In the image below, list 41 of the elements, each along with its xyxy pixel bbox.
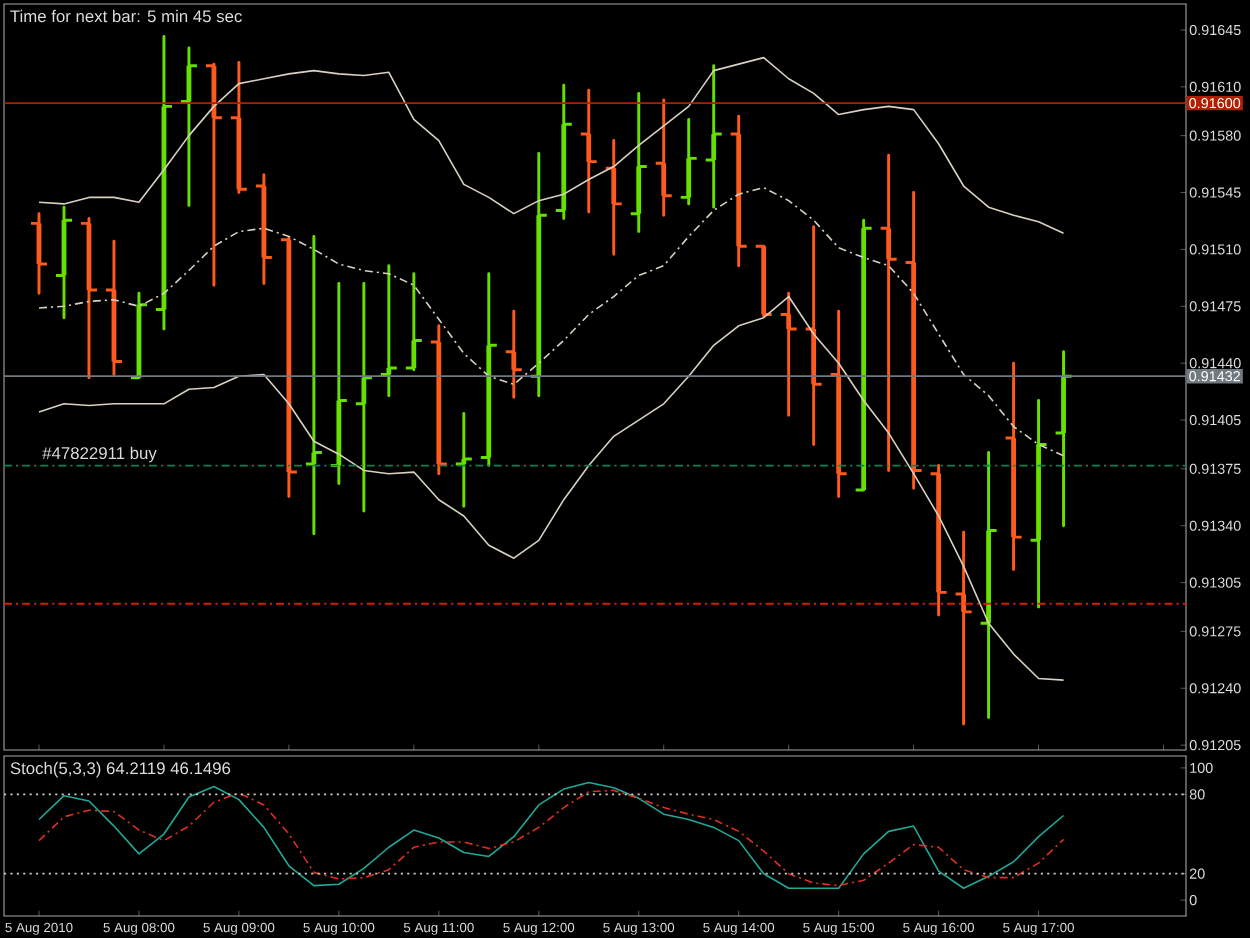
candlestick (354, 282, 374, 513)
candlestick (104, 239, 124, 377)
candlestick (804, 225, 824, 446)
candlestick (304, 234, 324, 536)
candlestick (679, 117, 699, 206)
candlestick (654, 98, 674, 217)
candlestick (1004, 361, 1024, 572)
candlestick (554, 83, 574, 220)
candlestick (154, 35, 174, 331)
annotation: Time for next bar: 5 min 45 sec (10, 9, 242, 23)
candlestick (429, 324, 449, 476)
candlestick (579, 88, 599, 214)
candlestick (479, 272, 499, 468)
candlestick (729, 114, 749, 268)
candlestick (254, 173, 274, 286)
candlestick (879, 153, 899, 472)
candlestick (529, 152, 549, 398)
candlestick (829, 309, 849, 498)
candlestick (954, 530, 974, 726)
candlestick (904, 191, 924, 490)
candlestick (379, 264, 399, 398)
candlestick (979, 451, 999, 719)
candlestick (29, 212, 49, 295)
candlestick (929, 464, 949, 617)
chart-title: Stoch(5,3,3) 64.2119 46.1496 (10, 761, 231, 778)
candlestick (504, 309, 524, 399)
ref-line-label: #47822911 buy (42, 446, 157, 463)
candlestick (1029, 399, 1049, 609)
candlestick (754, 244, 774, 318)
candlestick (779, 291, 799, 417)
candlestick (454, 412, 474, 508)
candlestick (329, 282, 349, 485)
candlestick (404, 272, 424, 372)
candlestick (179, 46, 199, 208)
candlestick (54, 205, 74, 320)
candlestick (704, 64, 724, 209)
candlestick (604, 139, 624, 256)
candlestick (629, 91, 649, 234)
candlestick (79, 217, 99, 380)
candlestick (1054, 350, 1074, 528)
candlestick (279, 236, 299, 498)
